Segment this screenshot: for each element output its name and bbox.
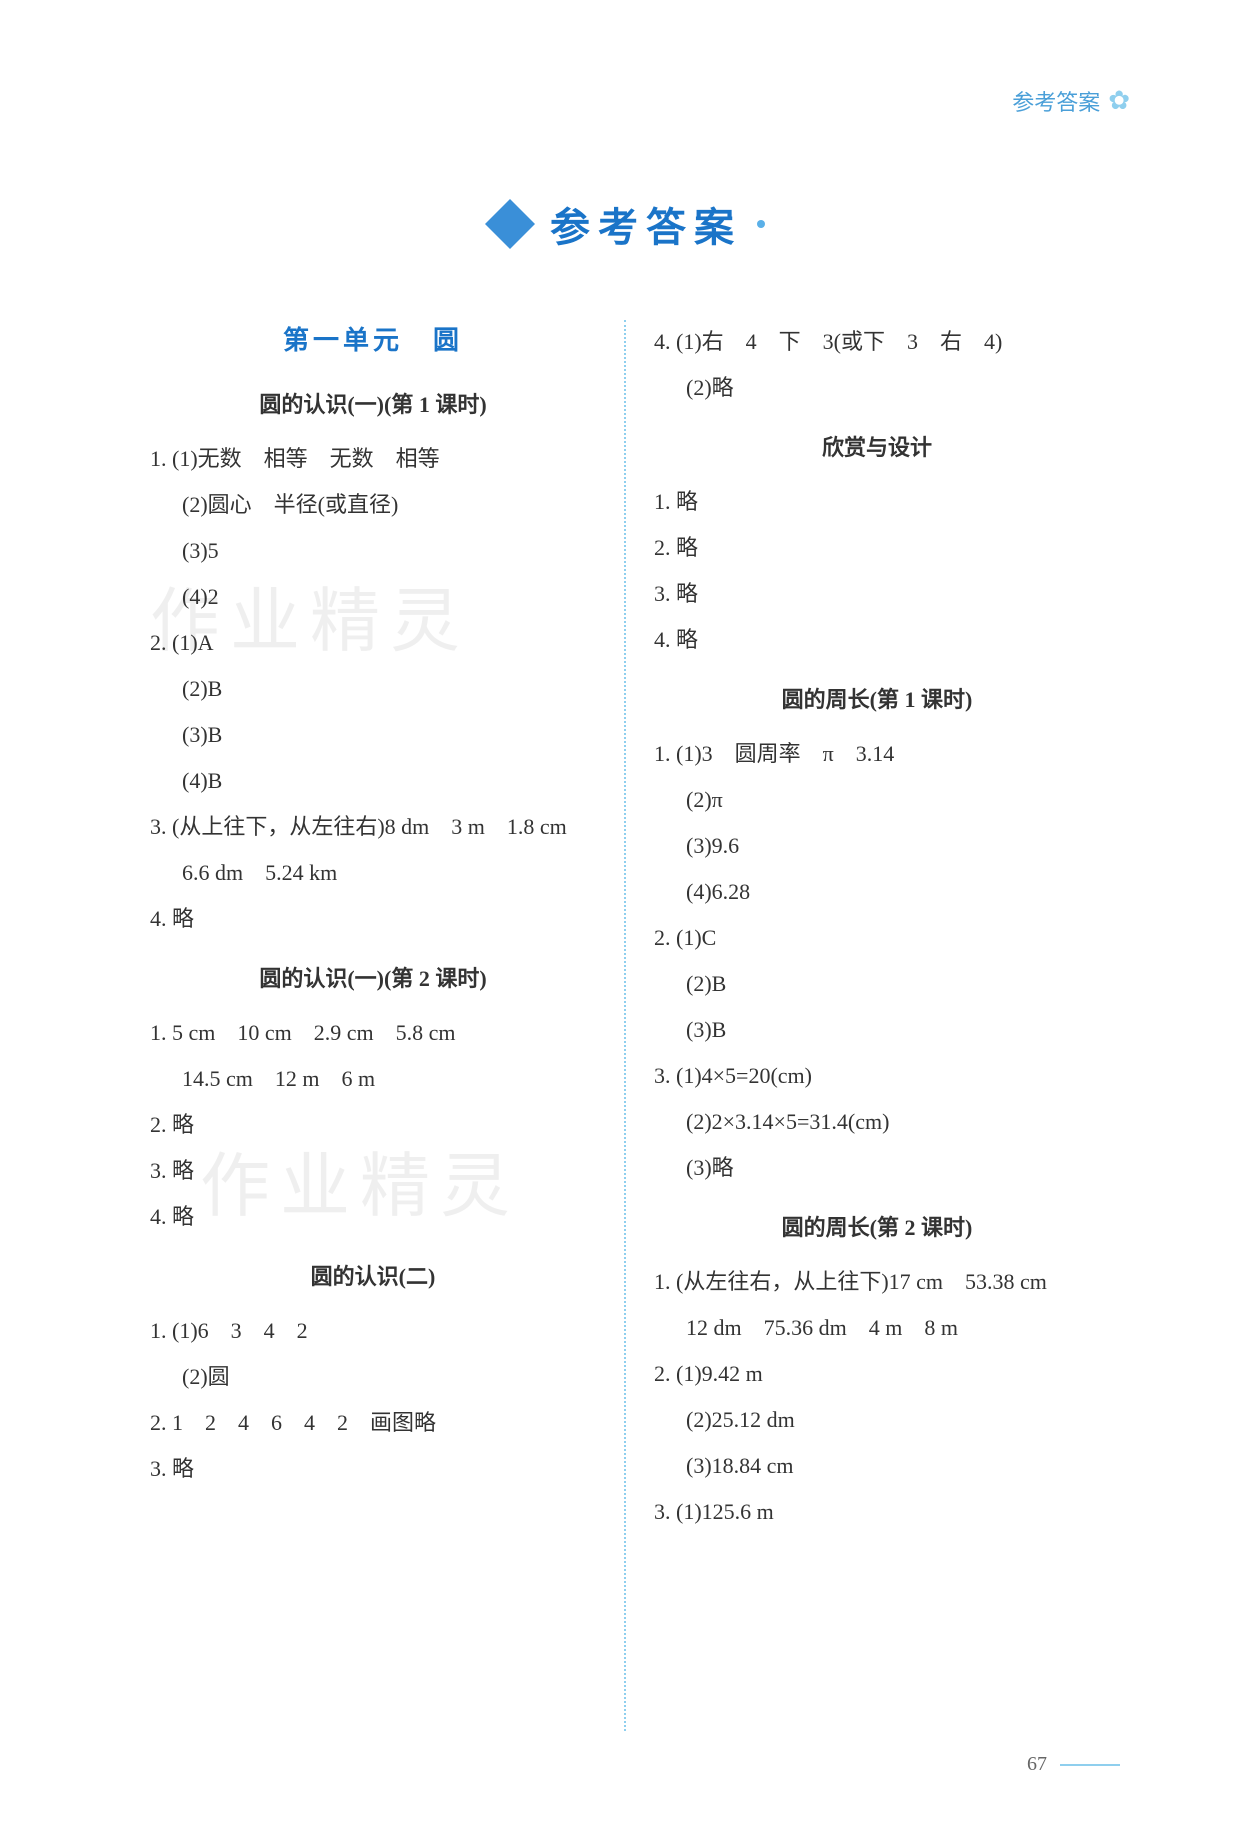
answer-line: 3. (1)4×5=20(cm) xyxy=(654,1054,1100,1098)
answer-line: 6.6 dm 5.24 km xyxy=(150,851,596,895)
content-area: 第一单元 圆 圆的认识(一)(第 1 课时)1. (1)无数 相等 无数 相等(… xyxy=(130,320,1120,1731)
answer-line: 3. (从上往下，从左往右)8 dm 3 m 1.8 cm xyxy=(150,805,596,849)
section-title: 圆的周长(第 1 课时) xyxy=(654,682,1100,714)
answer-line: 1. (1)无数 相等 无数 相等 xyxy=(150,437,596,481)
answer-line: 2. (1)A xyxy=(150,621,596,665)
main-title-text: 参考答案 xyxy=(550,195,742,253)
answer-line: 2. (1)C xyxy=(654,916,1100,960)
answer-line: (3)5 xyxy=(150,529,596,573)
answer-line: 3. 略 xyxy=(150,1149,596,1193)
title-dot-icon xyxy=(757,220,765,228)
answer-line: (2)圆 xyxy=(150,1355,596,1399)
answer-line: (2)B xyxy=(150,667,596,711)
answer-line: 1. 5 cm 10 cm 2.9 cm 5.8 cm xyxy=(150,1011,596,1055)
answer-line: (3)略 xyxy=(654,1146,1100,1190)
answer-line: 3. (1)125.6 m xyxy=(654,1490,1100,1534)
page-number-text: 67 xyxy=(1027,1753,1047,1775)
title-diamond-icon xyxy=(485,199,535,249)
answer-line: 1. 略 xyxy=(654,480,1100,524)
main-title-container: 参考答案 xyxy=(485,195,765,253)
page-number-line-icon xyxy=(1060,1764,1120,1766)
page-number: 67 xyxy=(1027,1753,1120,1776)
answer-line: 4. 略 xyxy=(654,618,1100,662)
answer-line: 4. (1)右 4 下 3(或下 3 右 4) xyxy=(654,320,1100,364)
section-title: 圆的认识(二) xyxy=(150,1259,596,1291)
answer-line: (2)略 xyxy=(654,366,1100,410)
section-title: 圆的认识(一)(第 2 课时) xyxy=(150,961,596,993)
section-title: 欣赏与设计 xyxy=(654,430,1100,462)
answer-line: 2. (1)9.42 m xyxy=(654,1352,1100,1396)
section-title: 圆的周长(第 2 课时) xyxy=(654,1210,1100,1242)
answer-line: 1. (1)3 圆周率 π 3.14 xyxy=(654,732,1100,776)
answer-line: (3)B xyxy=(654,1008,1100,1052)
answer-line: (3)18.84 cm xyxy=(654,1444,1100,1488)
answer-line: 4. 略 xyxy=(150,1195,596,1239)
right-column: 4. (1)右 4 下 3(或下 3 右 4)(2)略 欣赏与设计1. 略2. … xyxy=(626,320,1120,1731)
answer-line: (3)B xyxy=(150,713,596,757)
answer-line: 2. 略 xyxy=(150,1103,596,1147)
answer-line: 14.5 cm 12 m 6 m xyxy=(150,1057,596,1101)
answer-line: (2)圆心 半径(或直径) xyxy=(150,483,596,527)
answer-line: (4)6.28 xyxy=(654,870,1100,914)
answer-line: 4. 略 xyxy=(150,897,596,941)
answer-line: (2)B xyxy=(654,962,1100,1006)
header-text: 参考答案 xyxy=(1012,85,1100,117)
answer-line: (2)2×3.14×5=31.4(cm) xyxy=(654,1100,1100,1144)
answer-line: (2)25.12 dm xyxy=(654,1398,1100,1442)
answer-line: (3)9.6 xyxy=(654,824,1100,868)
header-label: 参考答案 ✿ xyxy=(1012,85,1130,117)
answer-line: 12 dm 75.36 dm 4 m 8 m xyxy=(654,1306,1100,1350)
header-decoration-icon: ✿ xyxy=(1108,86,1130,116)
answer-line: 1. (1)6 3 4 2 xyxy=(150,1309,596,1353)
answer-line: 3. 略 xyxy=(150,1447,596,1491)
left-column: 第一单元 圆 圆的认识(一)(第 1 课时)1. (1)无数 相等 无数 相等(… xyxy=(130,320,626,1731)
answer-line: 3. 略 xyxy=(654,572,1100,616)
unit-title: 第一单元 圆 xyxy=(150,320,596,357)
answer-line: (4)2 xyxy=(150,575,596,619)
section-title: 圆的认识(一)(第 1 课时) xyxy=(150,387,596,419)
answer-line: 2. 略 xyxy=(654,526,1100,570)
answer-line: 2. 1 2 4 6 4 2 画图略 xyxy=(150,1401,596,1445)
answer-line: 1. (从左往右，从上往下)17 cm 53.38 cm xyxy=(654,1260,1100,1304)
answer-line: (4)B xyxy=(150,759,596,803)
answer-line: (2)π xyxy=(654,778,1100,822)
